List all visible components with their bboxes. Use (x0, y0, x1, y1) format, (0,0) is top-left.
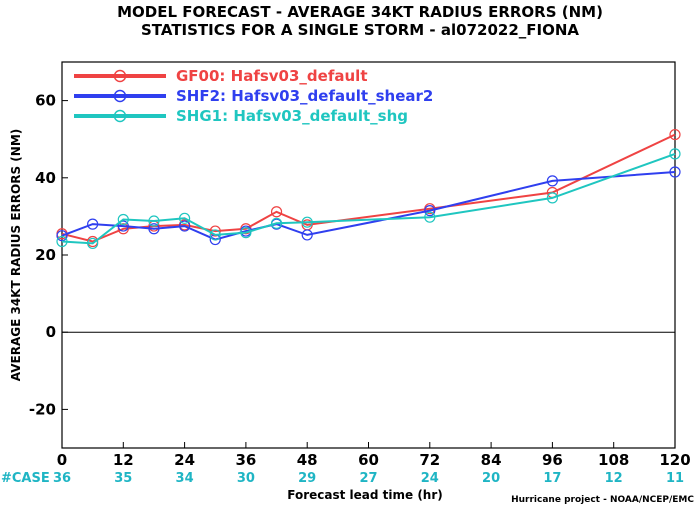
y-tick-label: 40 (35, 169, 56, 187)
data-point (87, 237, 99, 250)
case-count: 35 (114, 471, 132, 486)
data-point (179, 212, 191, 224)
legend-item: SHG1: Hafsv03_default_shg (74, 107, 408, 125)
case-count: 12 (605, 471, 623, 486)
x-tick-label: 120 (659, 451, 690, 469)
data-point (546, 175, 559, 187)
data-point (117, 223, 129, 235)
series-3 (56, 148, 681, 250)
y-tick-label: 20 (35, 246, 56, 264)
legend-label: SHG1: Hafsv03_default_shg (176, 107, 408, 125)
x-tick-label: 24 (174, 451, 195, 469)
x-tick-label: 96 (542, 451, 563, 469)
case-count: 36 (53, 471, 71, 486)
data-point (179, 220, 191, 232)
data-point (56, 230, 68, 242)
data-point (87, 218, 99, 230)
x-tick-label: 36 (235, 451, 256, 469)
data-point (669, 148, 681, 160)
data-point (669, 166, 681, 178)
chart-title-line2: STATISTICS FOR A SINGLE STORM - al072022… (141, 21, 579, 39)
series-layer (56, 128, 681, 250)
data-point (56, 235, 68, 248)
series-line (61, 171, 676, 241)
case-count: 29 (298, 471, 316, 486)
data-point (240, 227, 252, 239)
data-point (117, 220, 129, 232)
legend-item: SHF2: Hafsv03_default_shear2 (74, 87, 433, 105)
case-count: 11 (666, 471, 684, 486)
data-point (148, 215, 160, 227)
legend-label: SHF2: Hafsv03_default_shear2 (176, 87, 433, 105)
legend-marker (113, 89, 127, 103)
x-tick-label: 108 (598, 451, 629, 469)
data-point (301, 229, 313, 241)
legend-marker (113, 109, 127, 123)
case-label: #CASE (1, 471, 50, 486)
chart-title-line1: MODEL FORECAST - AVERAGE 34KT RADIUS ERR… (117, 3, 603, 21)
data-point (424, 211, 436, 223)
credit-text: Hurricane project - NOAA/NCEP/EMC (511, 495, 694, 505)
x-tick-label: 84 (481, 451, 502, 469)
series-2 (56, 166, 681, 246)
x-axis-label: Forecast lead time (hr) (287, 488, 443, 502)
data-point (209, 229, 221, 241)
y-tick-label: 60 (35, 92, 56, 110)
case-count: 34 (176, 471, 194, 486)
case-counts: 36 35 34 30 29 27 24 20 17 12 11 (53, 471, 684, 486)
case-count: 24 (421, 471, 439, 486)
legend-marker (113, 69, 127, 83)
data-point (148, 223, 160, 235)
legend-label: GF00: Hafsv03_default (176, 67, 367, 85)
case-count: 30 (237, 471, 255, 486)
data-point (117, 213, 129, 226)
x-tick-label: 48 (297, 451, 318, 469)
data-point (424, 205, 436, 217)
y-axis-label: AVERAGE 34KT RADIUS ERRORS (NM) (9, 129, 23, 381)
x-tick-label: 72 (419, 451, 440, 469)
y-tick-label: -20 (29, 400, 56, 418)
data-point (546, 192, 559, 204)
x-axis-ticks: 0 12 24 36 48 60 72 84 96 108 120 (57, 442, 691, 469)
x-tick-label: 60 (358, 451, 379, 469)
y-axis-ticks: -20 0 20 40 60 (29, 92, 68, 418)
case-count: 27 (359, 471, 377, 486)
x-tick-label: 0 (57, 451, 67, 469)
data-point (669, 128, 681, 141)
case-count: 20 (482, 471, 500, 486)
data-point (270, 206, 283, 218)
case-count: 17 (543, 471, 561, 486)
data-point (301, 216, 313, 228)
series-line (61, 152, 676, 245)
data-point (270, 217, 283, 229)
legend: GF00: Hafsv03_default SHF2: Hafsv03_defau… (74, 67, 433, 125)
y-tick-label: 0 (46, 323, 56, 341)
x-tick-label: 12 (113, 451, 134, 469)
legend-item: GF00: Hafsv03_default (74, 67, 367, 85)
